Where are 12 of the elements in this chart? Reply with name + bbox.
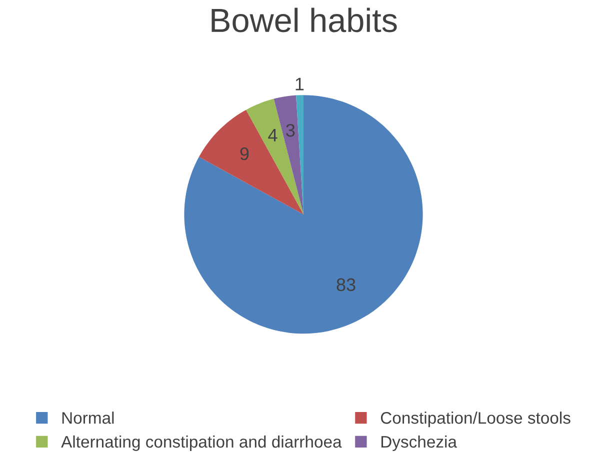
- data-label: 83: [336, 278, 356, 292]
- chart-title: Bowel habits: [212, 8, 397, 32]
- legend-label: Dyschezia: [381, 435, 457, 451]
- legend-label: Normal: [62, 412, 114, 424]
- data-label: 4: [268, 128, 278, 142]
- data-label: 1: [296, 78, 304, 90]
- pie-slice: [184, 95, 423, 334]
- data-label: 3: [286, 124, 295, 137]
- pie-slice: [198, 110, 304, 214]
- legend-label: Alternating constipation and diarrhoea: [61, 435, 342, 451]
- data-label: 9: [240, 147, 249, 160]
- legend-label: Constipation/Loose stools: [380, 412, 570, 428]
